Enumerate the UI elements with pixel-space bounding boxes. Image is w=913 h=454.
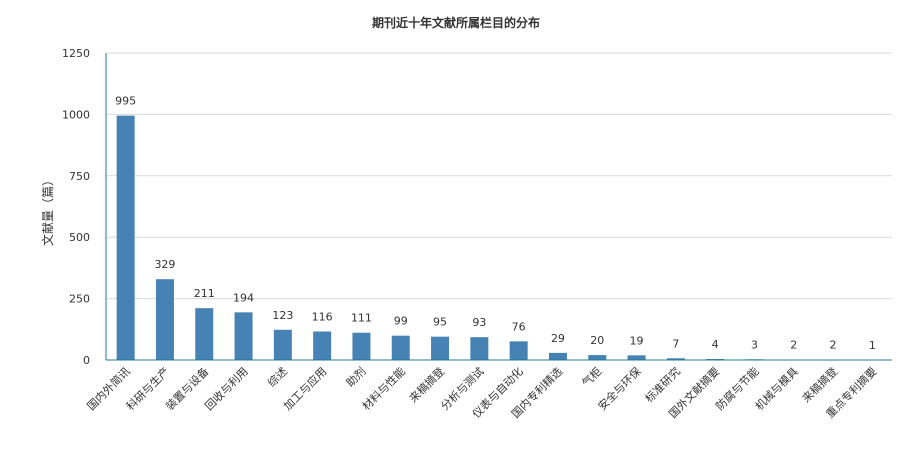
bar[interactable] <box>274 330 292 360</box>
data-label: 995 <box>115 95 136 108</box>
bar[interactable] <box>588 355 606 360</box>
x-tick-label: 加工与应用 <box>280 364 329 413</box>
data-label: 3 <box>751 338 758 351</box>
y-tick-label: 250 <box>69 293 90 306</box>
y-axis-ticks: 0 250 500 750 1000 1250 <box>62 47 90 367</box>
x-tick-label: 助剂 <box>343 364 368 389</box>
y-tick-label: 1000 <box>62 108 90 121</box>
data-label: 1 <box>869 339 876 352</box>
bar[interactable] <box>156 279 174 360</box>
data-label: 19 <box>630 334 644 347</box>
data-label: 2 <box>790 339 797 352</box>
y-tick-label: 1250 <box>62 47 90 60</box>
gridlines <box>106 53 892 299</box>
data-label: 99 <box>394 315 408 328</box>
data-label: 329 <box>154 258 175 271</box>
x-tick-label: 安全与环保 <box>595 364 644 413</box>
data-label: 211 <box>194 287 215 300</box>
bars <box>117 116 882 360</box>
data-label: 76 <box>512 320 526 333</box>
bar[interactable] <box>235 312 253 360</box>
data-labels: 995 329 211 194 123 116 111 99 95 93 76 29 20 19 7 4 3 2 2… <box>115 95 876 352</box>
bar[interactable] <box>510 341 528 360</box>
data-label: 116 <box>312 311 333 324</box>
data-label: 194 <box>233 291 254 304</box>
data-label: 123 <box>272 309 293 322</box>
data-label: 93 <box>472 316 486 329</box>
x-axis-ticks: 国内外简讯科研与生产装置与设备回收与利用综述加工与应用助剂材料与性能来稿摘登分析… <box>84 364 879 421</box>
data-label: 7 <box>672 337 679 350</box>
y-tick-label: 500 <box>69 231 90 244</box>
x-tick-label: 材料与性能 <box>359 364 408 413</box>
x-tick-label: 来稿摘登 <box>799 364 840 405</box>
data-label: 29 <box>551 332 565 345</box>
bar[interactable] <box>470 337 488 360</box>
bar[interactable] <box>195 308 213 360</box>
x-tick-label: 综述 <box>265 364 290 389</box>
y-tick-label: 750 <box>69 170 90 183</box>
data-label: 4 <box>712 338 719 351</box>
data-label: 20 <box>590 334 604 347</box>
data-label: 95 <box>433 316 447 329</box>
bar[interactable] <box>431 337 449 360</box>
x-tick-label: 来稿摘登 <box>406 364 447 405</box>
y-tick-label: 0 <box>83 354 90 367</box>
data-label: 2 <box>830 339 837 352</box>
x-tick-label: 气柜 <box>579 364 604 389</box>
x-tick-label: 回收与利用 <box>202 364 251 413</box>
bar[interactable] <box>392 336 410 360</box>
bar[interactable] <box>549 353 567 360</box>
x-tick-label: 机械与模具 <box>752 364 801 413</box>
chart-title: 期刊近十年文献所属栏目的分布 <box>372 15 540 30</box>
bar[interactable] <box>352 333 370 360</box>
x-tick-label: 标准研究 <box>642 364 683 405</box>
data-label: 111 <box>351 312 372 325</box>
y-axis-label: 文献量（篇） <box>40 174 55 246</box>
bar[interactable] <box>628 355 646 360</box>
bar[interactable] <box>313 332 331 360</box>
bar[interactable] <box>117 116 135 360</box>
